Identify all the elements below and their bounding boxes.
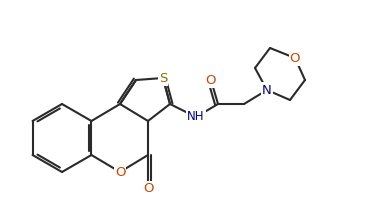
Text: O: O xyxy=(143,182,153,196)
Text: N: N xyxy=(262,83,272,97)
Text: O: O xyxy=(290,51,300,65)
Text: O: O xyxy=(206,74,216,87)
Text: O: O xyxy=(115,166,125,178)
Text: S: S xyxy=(159,71,167,85)
Text: NH: NH xyxy=(187,111,205,124)
